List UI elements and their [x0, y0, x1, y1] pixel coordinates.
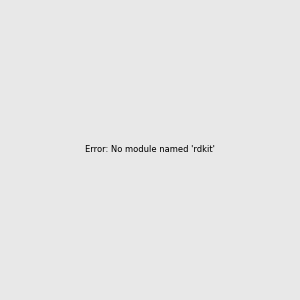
Text: Error: No module named 'rdkit': Error: No module named 'rdkit'	[85, 146, 215, 154]
